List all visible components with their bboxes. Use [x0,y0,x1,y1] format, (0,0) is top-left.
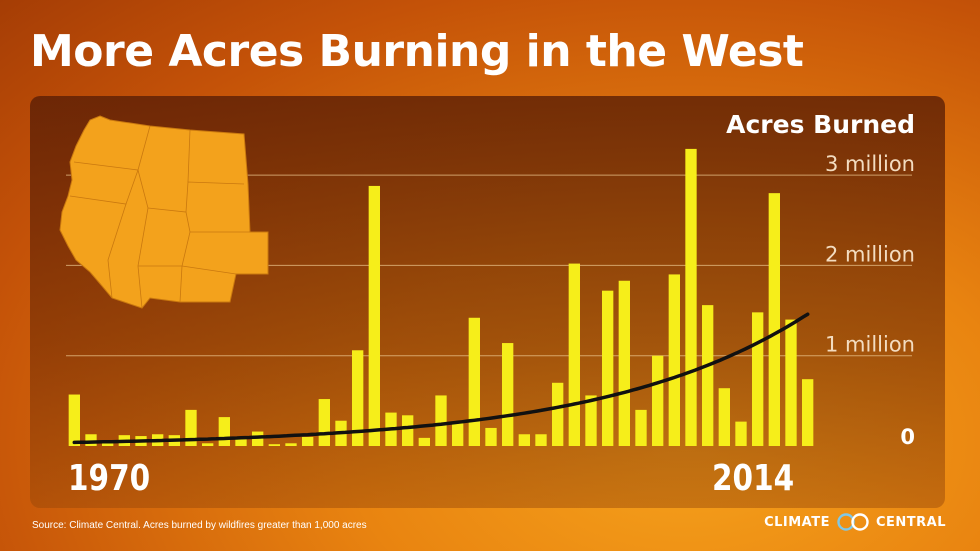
brand-left-text: CLIMATE [764,514,830,530]
bar-chart: 0 1 million 2 million 3 million [66,148,915,449]
bar [568,263,580,446]
bar [268,444,280,446]
y-tick-label: 0 [900,425,915,449]
bar [685,148,697,447]
bar [318,399,330,446]
bar [468,317,480,446]
bar [552,382,564,446]
page-title: More Acres Burning in the West [30,26,804,77]
western-us-map-icon [59,115,269,309]
brand-right-text: CENTRAL [875,514,946,530]
bar [668,274,680,446]
bar [218,417,230,446]
state-borders [69,125,250,309]
bar [102,443,114,446]
y-tick-label: 1 million [825,333,915,357]
bar [535,434,547,446]
bar [185,409,197,446]
climate-central-brand[interactable]: CLIMATE CENTRAL [764,513,946,531]
x-end-label: 2014 [712,458,795,499]
chart-panel: 0 1 million 2 million 3 million Acres Burne… [30,96,945,508]
climate-central-logo-icon [837,513,869,531]
bar [302,436,314,446]
bar [202,443,214,446]
bar [735,421,747,446]
bar [68,394,80,446]
bar [768,193,780,446]
y-tick-label: 3 million [825,152,915,176]
bar [652,355,664,446]
western-us-map-shape [59,115,269,309]
bar [602,290,614,446]
bar [702,305,714,446]
bar [85,434,97,446]
bar [718,388,730,446]
trend-line [72,312,810,445]
bar [285,443,297,446]
bar [752,312,764,446]
bar [785,319,797,446]
bar [352,350,364,446]
bar [618,280,630,446]
bar [435,395,447,446]
bar [502,343,514,446]
bar [402,415,414,446]
source-note: Source: Climate Central. Acres burned by… [32,520,367,531]
bar [585,395,597,446]
bar [418,437,430,446]
bar [518,434,530,446]
bar [368,185,380,446]
y-axis-title: Acres Burned [726,110,915,139]
bar [802,379,814,446]
bar [485,427,497,446]
bar [452,423,464,446]
bar [635,409,647,446]
y-tick-label: 2 million [825,242,915,266]
bar [235,437,247,446]
x-start-label: 1970 [68,458,151,499]
